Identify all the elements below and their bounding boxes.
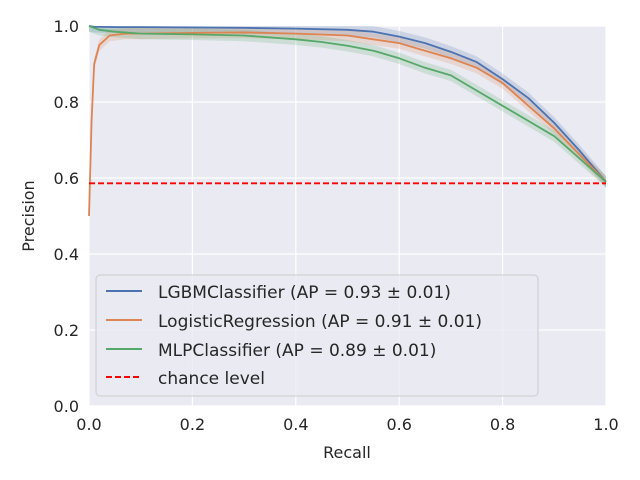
y-tick-label: 0.2 (54, 321, 79, 340)
y-tick-label: 0.0 (54, 397, 79, 416)
y-tick-label: 1.0 (54, 17, 79, 36)
x-tick-label: 0.2 (180, 415, 205, 434)
x-axis-label: Recall (323, 443, 371, 462)
x-tick-label: 0.8 (490, 415, 515, 434)
x-tick-label: 0.0 (76, 415, 101, 434)
x-tick-labels: 0.0 0.2 0.4 0.6 0.8 1.0 (76, 415, 618, 434)
x-tick-label: 0.6 (386, 415, 411, 434)
confidence-band-lgbm (89, 26, 606, 188)
series-line-lgbm (88, 25, 607, 183)
y-tick-label: 0.6 (54, 169, 79, 188)
series-line-mlp (88, 25, 607, 183)
x-tick-label: 1.0 (593, 415, 618, 434)
y-tick-label: 0.8 (54, 93, 79, 112)
series-lines (88, 25, 607, 217)
legend-label-mlp: MLPClassifier (AP = 0.89 ± 0.01) (158, 341, 436, 361)
series-line-logistic (88, 31, 607, 217)
x-tick-label: 0.4 (283, 415, 308, 434)
legend-label-chance: chance level (158, 369, 265, 389)
legend-label-lgbm: LGBMClassifier (AP = 0.93 ± 0.01) (158, 283, 451, 303)
y-tick-label: 0.4 (54, 245, 79, 264)
legend: LGBMClassifier (AP = 0.93 ± 0.01) Logist… (95, 274, 539, 397)
y-tick-labels: 0.0 0.2 0.4 0.6 0.8 1.0 (54, 17, 79, 416)
y-axis-label: Precision (19, 180, 38, 251)
legend-label-logistic: LogisticRegression (AP = 0.91 ± 0.01) (158, 312, 482, 332)
legend-box (95, 274, 539, 397)
